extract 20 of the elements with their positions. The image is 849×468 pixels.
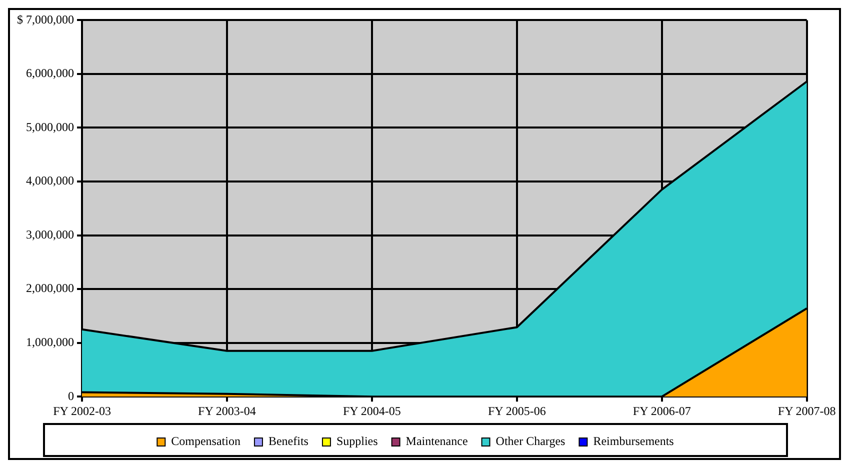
- y-tick-label: 6,000,000: [26, 66, 74, 80]
- x-tick-label: FY 2007-08: [778, 404, 836, 418]
- legend-label: Benefits: [268, 434, 309, 448]
- x-tick-label: FY 2003-04: [198, 404, 256, 418]
- legend-label: Other Charges: [496, 434, 566, 448]
- y-tick-label: 2,000,000: [26, 281, 74, 296]
- legend-label: Supplies: [336, 434, 378, 448]
- y-tick-label: 3,000,000: [26, 227, 74, 242]
- x-tick-label: FY 2005-06: [488, 404, 546, 418]
- y-tick-label: 1,000,000: [26, 334, 74, 349]
- y-tick-label: 4,000,000: [26, 174, 74, 188]
- legend-label: Compensation: [171, 434, 240, 448]
- legend-label: Reimbursements: [593, 434, 674, 448]
- y-tick-label: 0: [68, 388, 74, 403]
- x-tick-label: FY 2002-03: [53, 404, 111, 418]
- legend-label: Maintenance: [406, 434, 468, 448]
- x-tick-label: FY 2006-07: [632, 404, 691, 418]
- x-tick-label: FY 2004-05: [342, 404, 401, 418]
- y-tick-label: $ 7,000,000: [17, 12, 74, 26]
- y-tick-label: 5,000,000: [26, 120, 74, 134]
